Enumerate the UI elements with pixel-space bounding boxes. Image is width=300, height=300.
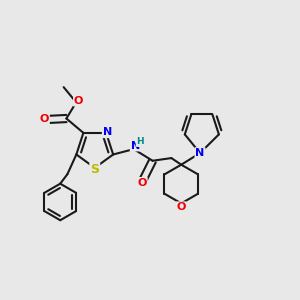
Text: O: O	[137, 178, 147, 188]
Text: N: N	[130, 140, 140, 151]
Text: H: H	[136, 137, 144, 146]
Text: O: O	[74, 96, 83, 106]
Text: N: N	[195, 148, 205, 158]
Text: S: S	[90, 163, 99, 176]
Text: O: O	[40, 114, 49, 124]
Text: O: O	[177, 202, 186, 212]
Text: N: N	[103, 127, 112, 137]
